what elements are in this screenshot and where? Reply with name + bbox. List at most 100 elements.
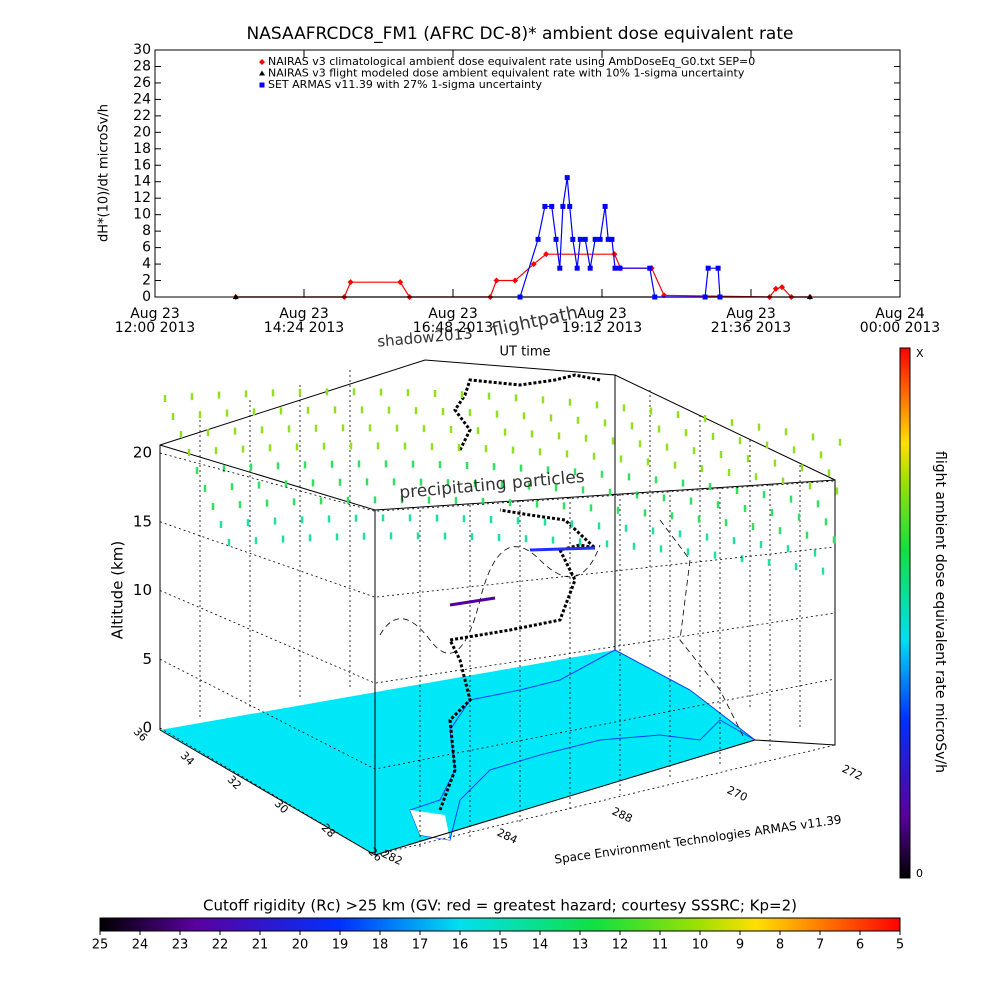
- point: [397, 279, 404, 286]
- z-grid-line: [159, 727, 836, 856]
- x-axis-label: UT time: [500, 345, 551, 360]
- point: [806, 294, 813, 299]
- point: [772, 285, 779, 292]
- rc-tick-label: 9: [736, 938, 744, 953]
- rc-tick-label: 10: [692, 938, 709, 953]
- y-tick-label: 30: [133, 42, 151, 58]
- flight-path-top: [453, 373, 601, 451]
- z-grid-line: [159, 590, 836, 684]
- rc-tick-label: 25: [92, 938, 109, 953]
- lon-tick-label: 282: [380, 847, 405, 868]
- z-tick-label: 10: [133, 581, 152, 599]
- x-tick-label: Aug 24 00:00 2013: [860, 306, 940, 336]
- legend-marker: [259, 82, 265, 88]
- credit-label: Space Environment Technologies ARMAS v11…: [554, 812, 843, 866]
- colorbar-bottom: 0: [916, 867, 923, 880]
- rc-tick-label: 13: [572, 938, 589, 953]
- rc-tick-label: 5: [896, 938, 904, 953]
- z-grid-line: [159, 521, 836, 598]
- rc-tick-label: 6: [856, 938, 864, 953]
- y-tick-label: 28: [133, 58, 151, 74]
- point: [557, 265, 563, 271]
- point: [597, 236, 603, 242]
- point: [702, 294, 708, 300]
- y-tick-label: 22: [133, 108, 151, 124]
- flight-path: [438, 508, 600, 811]
- rc-tick-label: 11: [652, 938, 669, 953]
- rc-tick-label: 16: [452, 938, 469, 953]
- x-tick-label: Aug 23 16:48 2013: [413, 306, 493, 336]
- rc-tick-label: 8: [776, 938, 784, 953]
- flight-path-dose: [449, 596, 496, 607]
- point: [605, 236, 611, 242]
- chart-title: NASAAFRCDC8_FM1 (AFRC DC-8)* ambient dos…: [247, 24, 794, 44]
- point: [543, 251, 550, 258]
- z-grid-line: [159, 452, 836, 512]
- scene-3d: [159, 359, 842, 856]
- legend-marker: [259, 59, 265, 65]
- lat-tick-label: 34: [178, 749, 197, 768]
- point: [602, 203, 608, 209]
- y-tick-label: 16: [133, 157, 151, 173]
- y-tick-label: 6: [142, 240, 151, 256]
- point: [587, 265, 593, 271]
- lon-tick-label: 284: [495, 826, 520, 847]
- rc-tick-label: 17: [412, 938, 429, 953]
- y-tick-label: 14: [133, 174, 151, 190]
- rc-tick-label: 15: [492, 938, 509, 953]
- x-tick-label: Aug 23 14:24 2013: [264, 306, 344, 336]
- lon-tick-label: 272: [840, 762, 865, 783]
- rc-tick-label: 19: [332, 938, 349, 953]
- point: [567, 203, 573, 209]
- top-edge: [614, 374, 836, 481]
- back-frame: [159, 359, 616, 730]
- colorbar-label: flight ambient dose equivalent rate micr…: [932, 451, 948, 773]
- flight-path-dose: [529, 546, 596, 552]
- z-tick-label: 5: [142, 650, 152, 668]
- x-tick-label: Aug 23 19:12 2013: [562, 306, 642, 336]
- x-tick-label: Aug 23 12:00 2013: [115, 306, 195, 336]
- point: [715, 265, 721, 271]
- land: [410, 810, 450, 840]
- point: [570, 236, 576, 242]
- point: [609, 236, 615, 242]
- point: [582, 236, 588, 242]
- series-line: [519, 177, 721, 298]
- point: [517, 294, 523, 300]
- y-tick-label: 20: [133, 124, 151, 140]
- rc-colorbar: [99, 917, 901, 932]
- point: [512, 277, 519, 284]
- lon-tick-label: 270: [725, 783, 750, 804]
- point: [347, 279, 354, 286]
- y-tick-label: 10: [133, 207, 151, 223]
- dose-colorbar: [899, 347, 911, 879]
- colorbar-top: X: [916, 347, 924, 360]
- z-axis-label: Altitude (km): [109, 541, 127, 639]
- point: [574, 265, 580, 271]
- point: [530, 261, 537, 268]
- rc-tick-label: 20: [292, 938, 309, 953]
- legend-label: SET ARMAS v11.39 with 27% 1-sigma uncert…: [268, 78, 542, 91]
- rc-tick-label: 14: [532, 938, 549, 953]
- point: [617, 265, 623, 271]
- y-tick-label: 0: [142, 289, 151, 305]
- point: [592, 236, 598, 242]
- z-tick-label: 15: [133, 512, 152, 530]
- legend-label: NAIRAS v3 climatological ambient dose eq…: [268, 55, 755, 68]
- point: [652, 294, 658, 300]
- x-tick-label: Aug 23 21:36 2013: [711, 306, 791, 336]
- point: [577, 236, 583, 242]
- y-tick-label: 4: [142, 256, 151, 272]
- point: [647, 265, 653, 271]
- rc-tick-label: 21: [252, 938, 269, 953]
- point: [705, 265, 711, 271]
- lon-tick-label: 288: [610, 805, 635, 826]
- point: [611, 251, 618, 258]
- rc-tick-label: 12: [612, 938, 629, 953]
- point: [560, 203, 566, 209]
- y-tick-label: 26: [133, 75, 151, 91]
- y-tick-label: 12: [133, 190, 151, 206]
- series-line: [235, 253, 810, 298]
- z-grid-line: [159, 658, 836, 770]
